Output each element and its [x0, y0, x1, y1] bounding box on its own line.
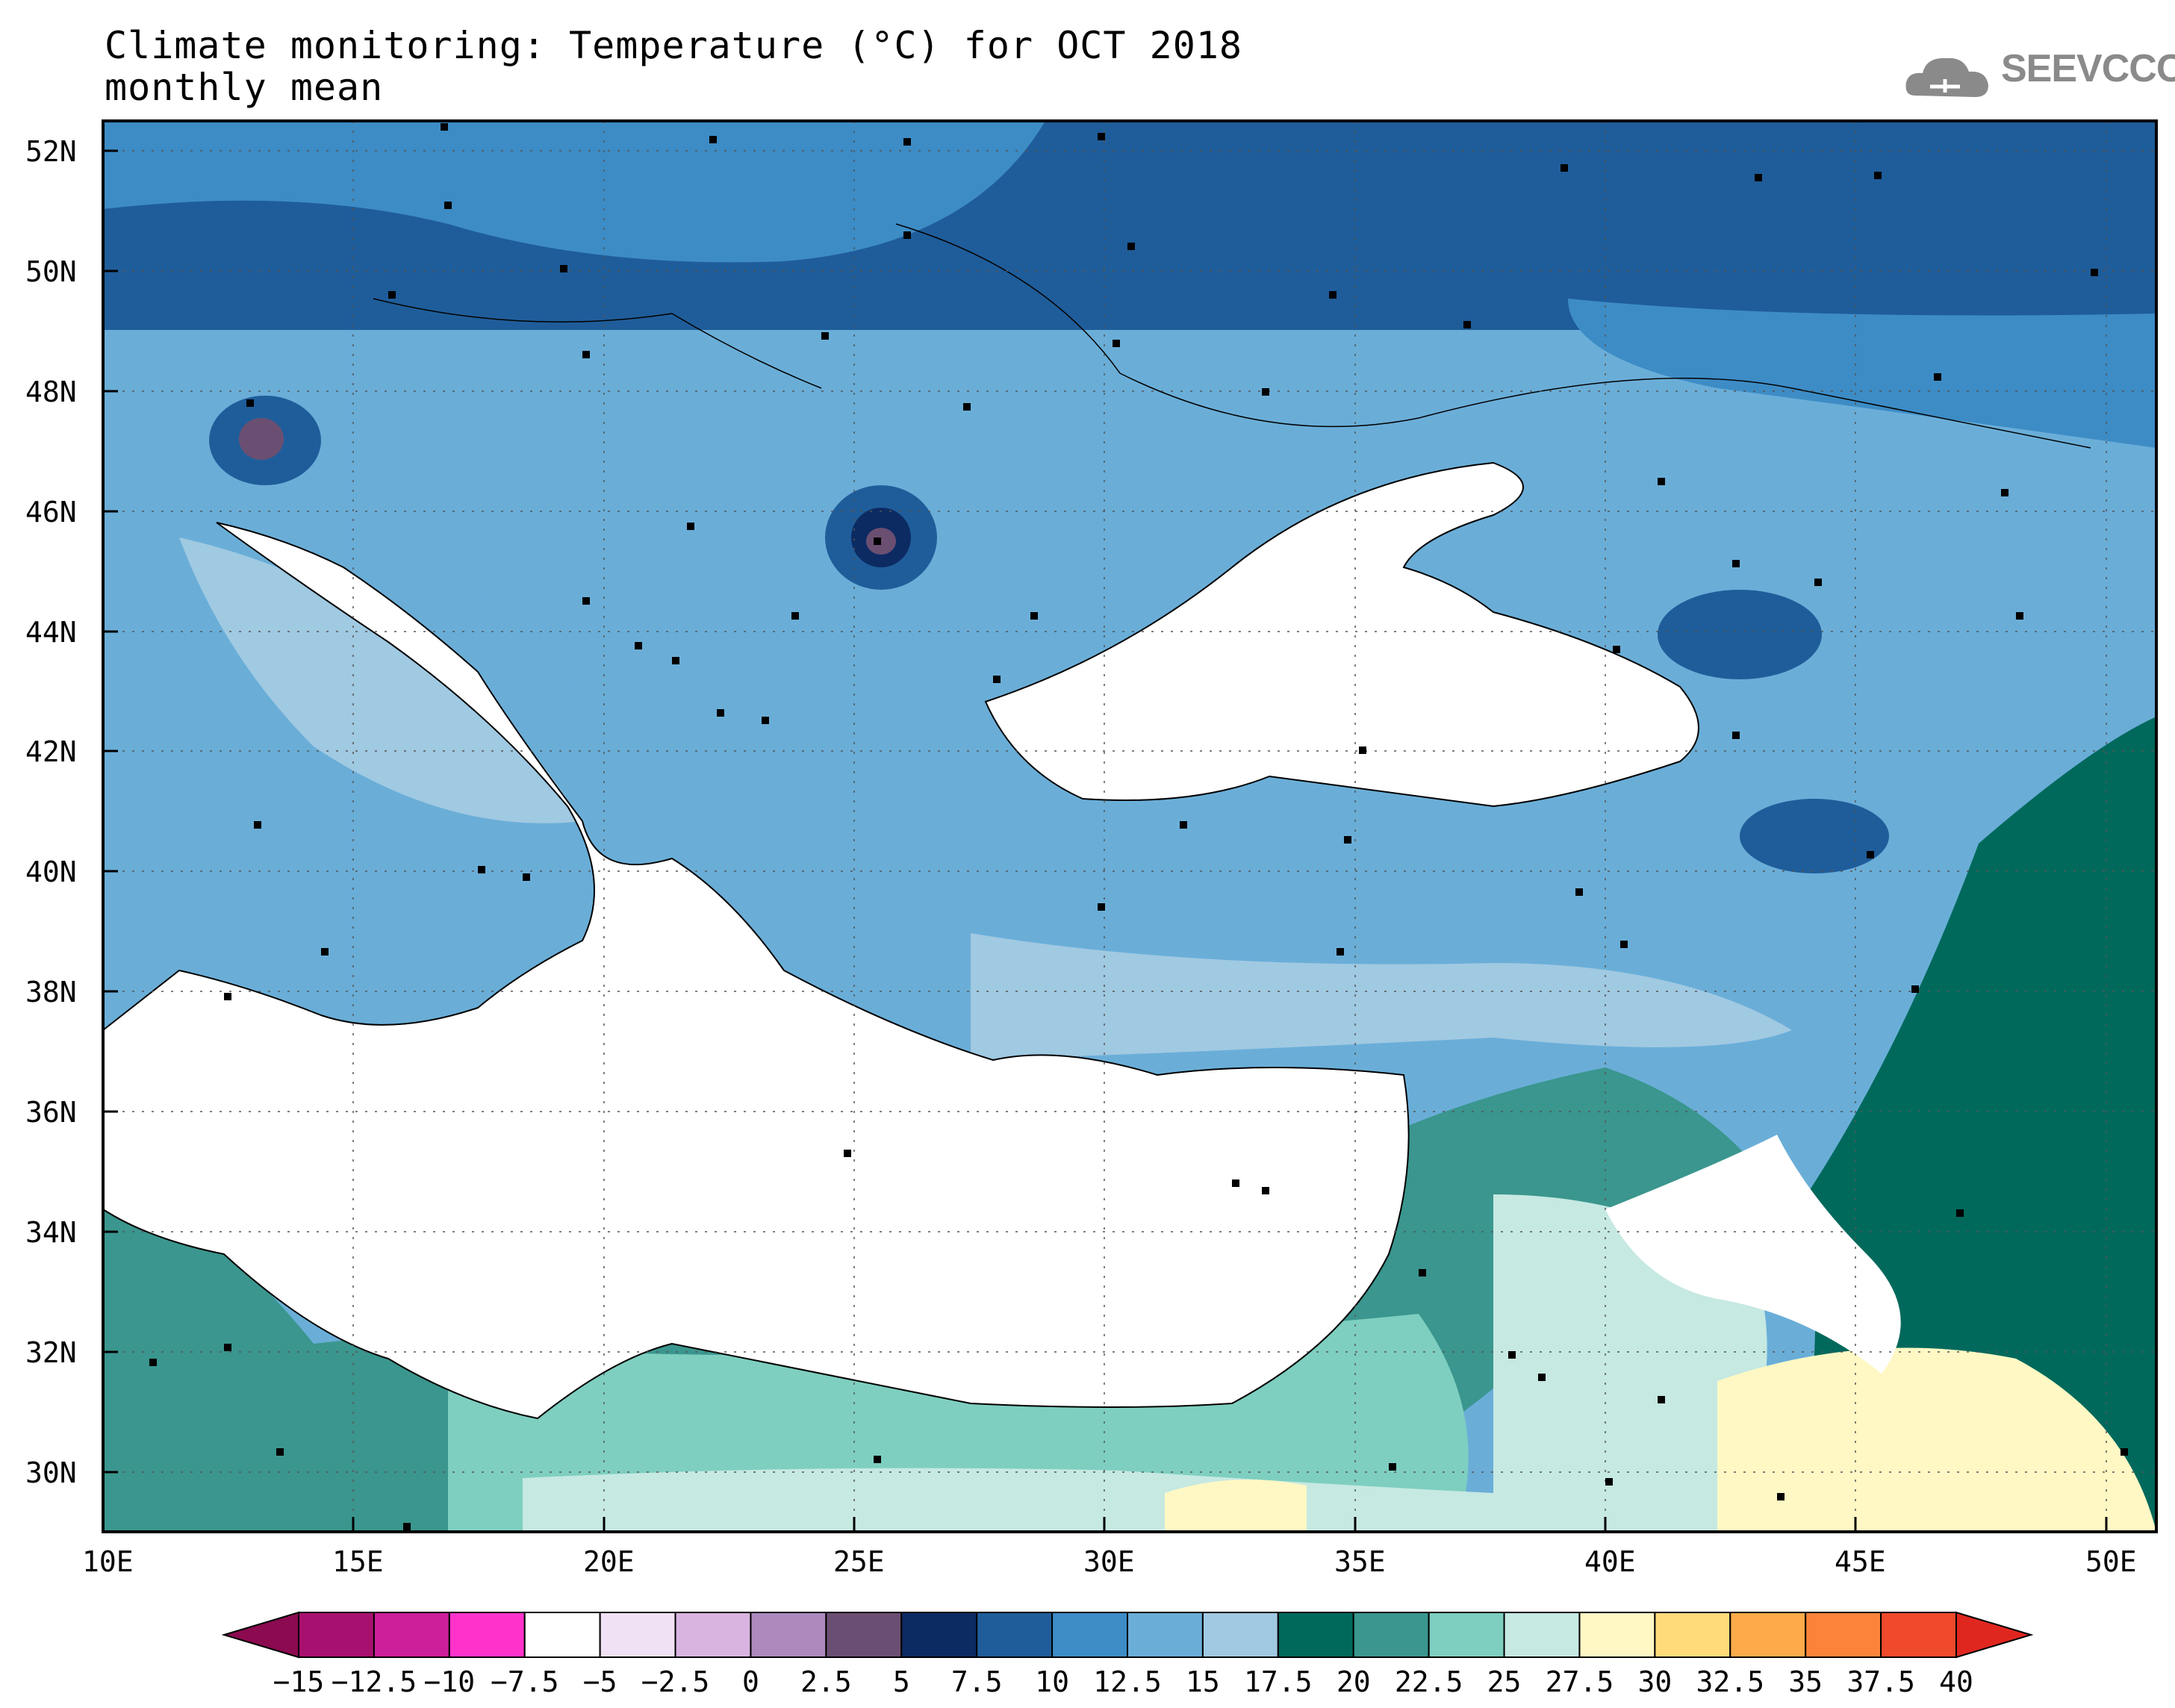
colorbar-label: −12.5: [332, 1665, 417, 1698]
colorbar-box: [1880, 1612, 1957, 1658]
colorbar-box: [1428, 1612, 1505, 1658]
x-tick-label: 35E: [1334, 1545, 1386, 1578]
colorbar-box: [825, 1612, 903, 1658]
colorbar-label: 27.5: [1546, 1665, 1614, 1698]
colorbar-box: [1805, 1612, 1882, 1658]
y-tick-label: 42N: [25, 735, 77, 768]
x-tick-labels: 10E 15E 20E 25E 30E 35E 40E 45E 50E: [82, 1545, 2137, 1578]
colorbar-label: −15: [273, 1665, 325, 1698]
colorbar-box: [900, 1612, 978, 1658]
grid-lines: [103, 121, 2156, 1532]
colorbar-label: 10: [1035, 1665, 1069, 1698]
colorbar-box: [674, 1612, 752, 1658]
colorbar-box: [298, 1612, 375, 1658]
colorbar-label: 12.5: [1093, 1665, 1162, 1698]
logo-text: SEEVCCC: [2001, 47, 2175, 90]
y-tick-label: 34N: [25, 1216, 77, 1249]
map-title: Climate monitoring: Temperature (°C) for…: [105, 24, 1243, 67]
colorbar-box: [1503, 1612, 1581, 1658]
colorbar-label: 25: [1487, 1665, 1522, 1698]
colorbar-label: −2.5: [641, 1665, 710, 1698]
x-tick-label: 30E: [1083, 1545, 1135, 1578]
colorbar-label: 20: [1337, 1665, 1371, 1698]
y-tick-label: 46N: [25, 496, 77, 529]
y-tick-label: 30N: [25, 1456, 77, 1489]
colorbar-label: −10: [423, 1665, 475, 1698]
x-tick-label: 20E: [583, 1545, 635, 1578]
coastlines: [103, 223, 2091, 1420]
x-tick-label: 45E: [1835, 1545, 1886, 1578]
map-frame: [102, 119, 2158, 1533]
x-tick-label: 50E: [2085, 1545, 2137, 1578]
colorbar: [221, 1611, 2034, 1659]
colorbar-box: [1578, 1612, 1656, 1658]
colorbar-box: [1201, 1612, 1279, 1658]
colorbar-label: 35: [1788, 1665, 1823, 1698]
y-tick-label: 50N: [25, 255, 77, 288]
x-tick-label: 25E: [833, 1545, 885, 1578]
y-tick-label: 36N: [25, 1096, 77, 1129]
y-tick-label: 38N: [25, 976, 77, 1009]
colorbar-box: [523, 1612, 601, 1658]
colorbar-label: 37.5: [1846, 1665, 1915, 1698]
colorbar-box: [448, 1612, 526, 1658]
map-subtitle: monthly mean: [105, 66, 384, 109]
colorbar-box: [373, 1612, 450, 1658]
colorbar-label: 15: [1186, 1665, 1220, 1698]
y-tick-label: 32N: [25, 1336, 77, 1369]
y-tick-labels: 30N 32N 34N 36N 38N 40N 42N 44N 46N 48N …: [25, 135, 77, 1489]
colorbar-label: 22.5: [1395, 1665, 1463, 1698]
cloud-icon: [1905, 57, 1988, 97]
x-tick-label: 15E: [332, 1545, 384, 1578]
colorbar-label: 30: [1637, 1665, 1672, 1698]
colorbar-box: [750, 1612, 827, 1658]
colorbar-box: [1654, 1612, 1731, 1658]
temperature-field: [103, 121, 2156, 1532]
colorbar-label: 40: [1939, 1665, 1973, 1698]
axis-ticks: [103, 149, 2108, 1532]
colorbar-max-arrow: [1955, 1611, 2034, 1659]
y-tick-label: 44N: [25, 616, 77, 649]
colorbar-box: [1352, 1612, 1430, 1658]
colorbar-box: [1729, 1612, 1807, 1658]
x-tick-label: 40E: [1584, 1545, 1636, 1578]
colorbar-box: [1277, 1612, 1354, 1658]
colorbar-box: [1051, 1612, 1129, 1658]
station-markers: [149, 123, 2128, 1530]
x-tick-label: 10E: [82, 1545, 134, 1578]
y-tick-label: 40N: [25, 855, 77, 888]
colorbar-box: [1127, 1612, 1204, 1658]
colorbar-label: 32.5: [1696, 1665, 1765, 1698]
colorbar-min-arrow: [221, 1611, 299, 1659]
colorbar-label: −7.5: [491, 1665, 559, 1698]
colorbar-label: 2.5: [800, 1665, 852, 1698]
colorbar-label: 0: [742, 1665, 759, 1698]
colorbar-box: [976, 1612, 1054, 1658]
colorbar-label: −5: [583, 1665, 617, 1698]
colorbar-label: 17.5: [1244, 1665, 1313, 1698]
y-tick-label: 48N: [25, 375, 77, 408]
colorbar-box: [599, 1612, 676, 1658]
colorbar-labels: −15 −12.5 −10 −7.5 −5 −2.5 0 2.5 5 7.5 10 12.5 15 17.…: [273, 1665, 1973, 1698]
y-tick-label: 52N: [25, 135, 77, 168]
colorbar-label: 5: [893, 1665, 910, 1698]
colorbar-label: 7.5: [951, 1665, 1003, 1698]
